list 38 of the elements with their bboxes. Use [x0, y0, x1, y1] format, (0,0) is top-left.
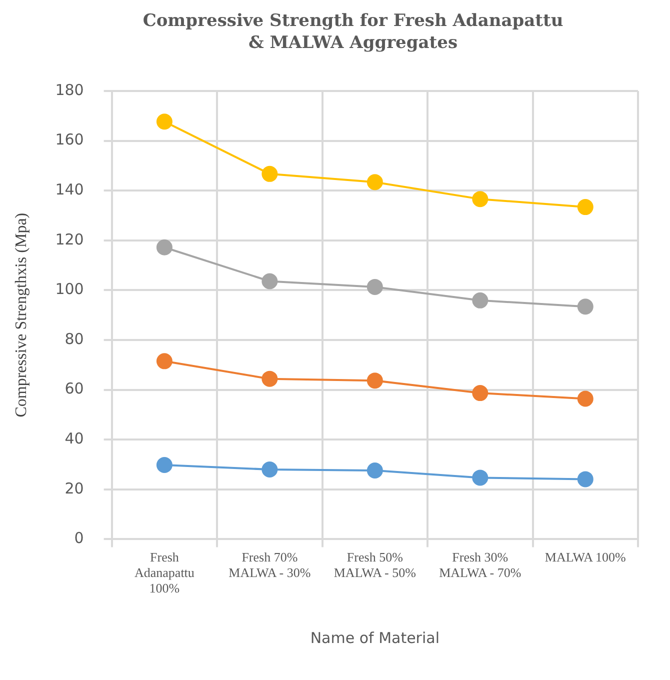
point — [262, 273, 278, 290]
x-tick-label: Fresh 50% MALWA - 50% — [334, 549, 416, 580]
y-tick-label: 160 — [55, 130, 84, 149]
point — [577, 298, 594, 315]
y-tick-label: 140 — [55, 180, 84, 198]
point — [472, 385, 488, 402]
y-tick-label: 180 — [55, 80, 84, 99]
point — [262, 461, 278, 478]
y-tick-label: 20 — [64, 479, 84, 498]
point — [262, 166, 278, 182]
point — [262, 370, 278, 387]
x-tick-label: MALWA 100% — [544, 549, 626, 564]
point — [577, 471, 594, 488]
y-tick-label: 0 — [74, 529, 84, 548]
point — [366, 278, 383, 295]
y-tick-label: 40 — [64, 429, 84, 448]
x-tick-label: Fresh 30% MALWA - 70% — [439, 549, 522, 580]
point — [577, 199, 594, 216]
y-axis-title: Compressive Strengthxis (Mpa) — [12, 212, 30, 418]
point — [156, 239, 172, 256]
point — [472, 191, 488, 208]
point — [366, 462, 383, 478]
point — [577, 390, 594, 407]
point — [156, 457, 172, 473]
x-axis-title: Name of Material — [310, 628, 440, 647]
point — [472, 470, 488, 486]
y-tick-label: 100 — [55, 280, 84, 298]
y-tick-label: 60 — [64, 380, 84, 398]
x-tick-label: Fresh 70% MALWA - 30% — [228, 549, 311, 580]
point — [472, 292, 488, 308]
point — [156, 353, 172, 370]
point — [156, 114, 172, 130]
chart-title: Compressive Strength for Fresh Adanapattu & MALWA Aggregates — [142, 10, 564, 54]
y-tick-label: 120 — [55, 230, 84, 248]
point — [366, 174, 383, 190]
y-tick-label: 80 — [64, 330, 84, 348]
x-tick-label: Fresh Adanapattu 100% — [134, 549, 195, 596]
point — [366, 372, 383, 389]
